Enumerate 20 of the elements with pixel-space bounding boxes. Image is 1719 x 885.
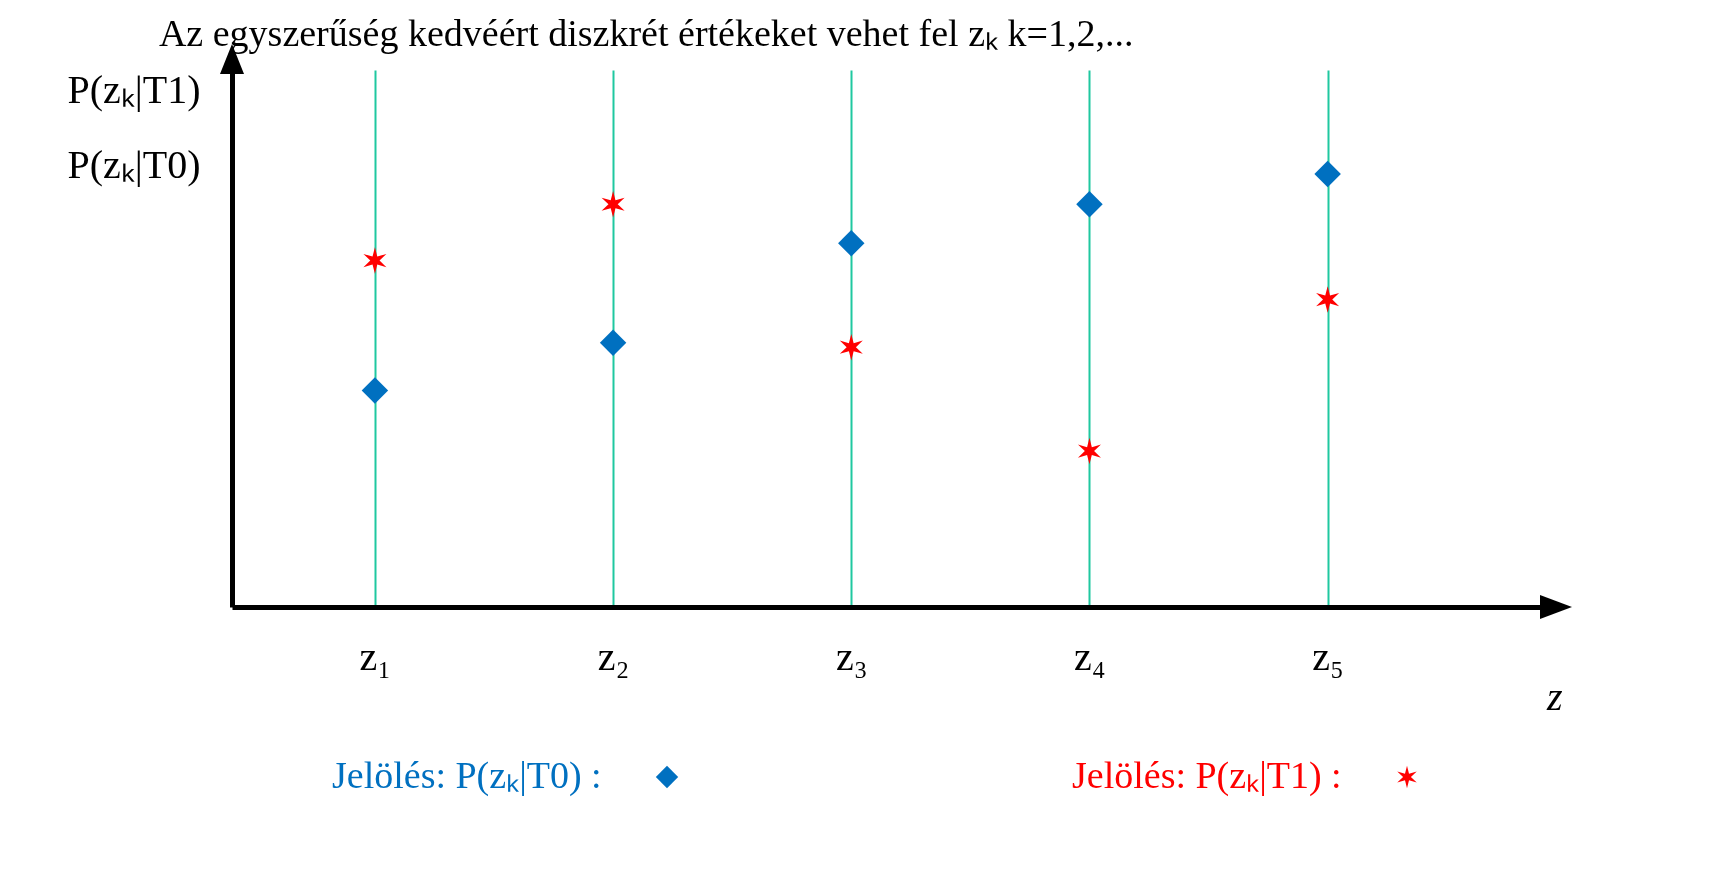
chart-title: Az egyszerűség kedvéért diszkrét értékeket vehet fel zₖ k=1,2,...: [158, 12, 1134, 54]
x-tick-label: z₁: [359, 633, 392, 679]
point: [363, 247, 387, 274]
point: [1314, 160, 1341, 188]
x-axis-title: z: [1545, 673, 1563, 719]
point: [1316, 286, 1340, 313]
point: [838, 230, 865, 257]
legend-label: Jelölés: P(zₖ|T0) :: [332, 754, 602, 797]
x-tick-label: z₂: [597, 633, 630, 679]
point: [361, 377, 389, 404]
x-tick-label: z₄: [1074, 633, 1106, 679]
point: [599, 329, 627, 357]
point: [1077, 437, 1101, 465]
y-axis-title: P(zₖ|T1) P(zₖ|T0): [67, 66, 201, 187]
point: [601, 191, 625, 218]
x-tick-label: z₃: [835, 633, 868, 679]
point: [839, 333, 863, 361]
x-tick-label: z₅: [1312, 633, 1344, 679]
legend-label: Jelölés: P(zₖ|T1) :: [1072, 754, 1342, 797]
point: [1076, 191, 1103, 218]
